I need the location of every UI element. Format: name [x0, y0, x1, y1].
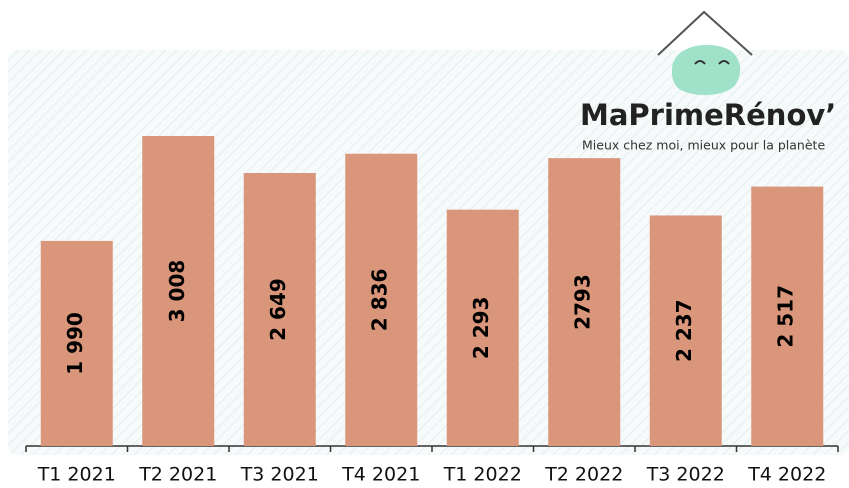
- x-tick-label: T2 2021: [138, 464, 217, 486]
- logo-name: MaPrimeRénov’: [580, 98, 836, 132]
- x-tick-label: T3 2021: [240, 464, 319, 486]
- x-tick-label: T1 2022: [443, 464, 522, 486]
- value-label: 2 293: [469, 297, 493, 360]
- bar: [40, 240, 113, 446]
- value-label: 3 008: [165, 260, 189, 323]
- x-tick-label: T3 2022: [646, 464, 725, 486]
- value-label: 2 649: [266, 278, 290, 341]
- bar: [243, 172, 316, 447]
- bar: [751, 186, 824, 446]
- logo-roof: [657, 10, 753, 56]
- bar: [345, 153, 418, 446]
- value-label: 1 990: [63, 312, 87, 375]
- bar: [142, 136, 215, 446]
- x-tick-label: T1 2021: [37, 464, 116, 486]
- panel: [8, 50, 849, 455]
- x-tick-label: T4 2022: [747, 464, 826, 486]
- bar: [548, 158, 621, 446]
- value-label: 2 517: [774, 285, 798, 348]
- value-label: 2793: [571, 274, 595, 330]
- bar: [649, 215, 722, 446]
- logo-blob: [672, 44, 741, 96]
- logo-eyes: [694, 60, 730, 65]
- x-tick-label: T2 2022: [544, 464, 623, 486]
- logo-tagline: Mieux chez moi, mieux pour la planète: [582, 138, 825, 153]
- bar: [446, 209, 519, 446]
- value-label: 2 836: [368, 269, 392, 332]
- value-label: 2 237: [672, 299, 696, 362]
- x-tick-label: T4 2021: [341, 464, 420, 486]
- logo: MaPrimeRénov’ Mieux chez moi, mieux pour…: [580, 10, 836, 153]
